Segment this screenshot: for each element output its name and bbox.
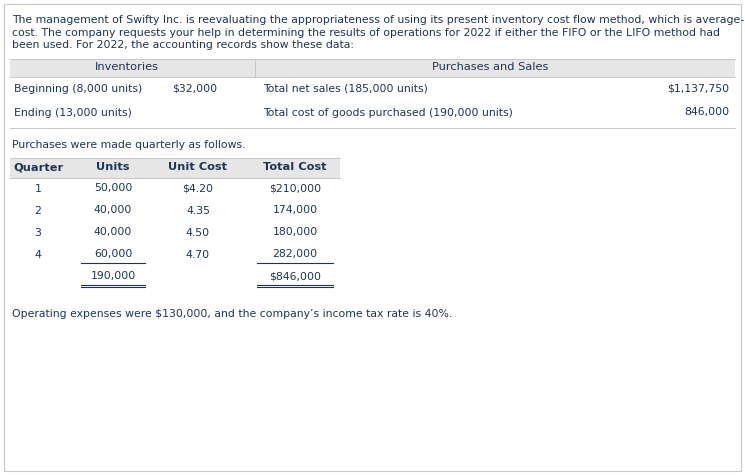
Text: Total cost of goods purchased (190,000 units): Total cost of goods purchased (190,000 u… xyxy=(263,107,513,117)
Text: Quarter: Quarter xyxy=(13,162,63,172)
Text: Ending (13,000 units): Ending (13,000 units) xyxy=(14,107,132,117)
Text: Inventories: Inventories xyxy=(95,63,159,73)
Text: 1: 1 xyxy=(34,183,42,193)
Text: 174,000: 174,000 xyxy=(273,206,317,216)
Text: Units: Units xyxy=(96,162,130,172)
Text: 4.70: 4.70 xyxy=(186,249,210,259)
Text: 4: 4 xyxy=(34,249,42,259)
Text: The management of Swifty Inc. is reevaluating the appropriateness of using its p: The management of Swifty Inc. is reevalu… xyxy=(12,15,744,25)
Bar xyxy=(10,58,735,76)
Text: 4.50: 4.50 xyxy=(186,228,210,238)
Text: $846,000: $846,000 xyxy=(269,272,321,282)
Text: 40,000: 40,000 xyxy=(94,228,132,238)
Text: Total net sales (185,000 units): Total net sales (185,000 units) xyxy=(263,84,428,94)
Text: 4.35: 4.35 xyxy=(186,206,210,216)
Text: cost. The company requests your help in determining the results of operations fo: cost. The company requests your help in … xyxy=(12,28,720,38)
Text: 60,000: 60,000 xyxy=(94,249,132,259)
Text: Purchases were made quarterly as follows.: Purchases were made quarterly as follows… xyxy=(12,140,246,150)
Text: Beginning (8,000 units): Beginning (8,000 units) xyxy=(14,84,142,94)
Text: Operating expenses were $130,000, and the company’s income tax rate is 40%.: Operating expenses were $130,000, and th… xyxy=(12,309,452,319)
Text: 180,000: 180,000 xyxy=(273,228,317,238)
Text: $210,000: $210,000 xyxy=(269,183,321,193)
Text: Unit Cost: Unit Cost xyxy=(168,162,227,172)
Text: 3: 3 xyxy=(34,228,42,238)
Text: 50,000: 50,000 xyxy=(94,183,132,193)
Text: 846,000: 846,000 xyxy=(684,107,729,117)
Text: $32,000: $32,000 xyxy=(172,84,217,94)
Text: $1,137,750: $1,137,750 xyxy=(667,84,729,94)
Text: been used. For 2022, the accounting records show these data:: been used. For 2022, the accounting reco… xyxy=(12,40,354,50)
Text: Purchases and Sales: Purchases and Sales xyxy=(432,63,548,73)
Text: 40,000: 40,000 xyxy=(94,206,132,216)
Bar xyxy=(10,158,340,178)
Text: Total Cost: Total Cost xyxy=(263,162,327,172)
Text: 190,000: 190,000 xyxy=(90,272,136,282)
Text: 2: 2 xyxy=(34,206,42,216)
Text: 282,000: 282,000 xyxy=(273,249,317,259)
Text: $4.20: $4.20 xyxy=(183,183,214,193)
